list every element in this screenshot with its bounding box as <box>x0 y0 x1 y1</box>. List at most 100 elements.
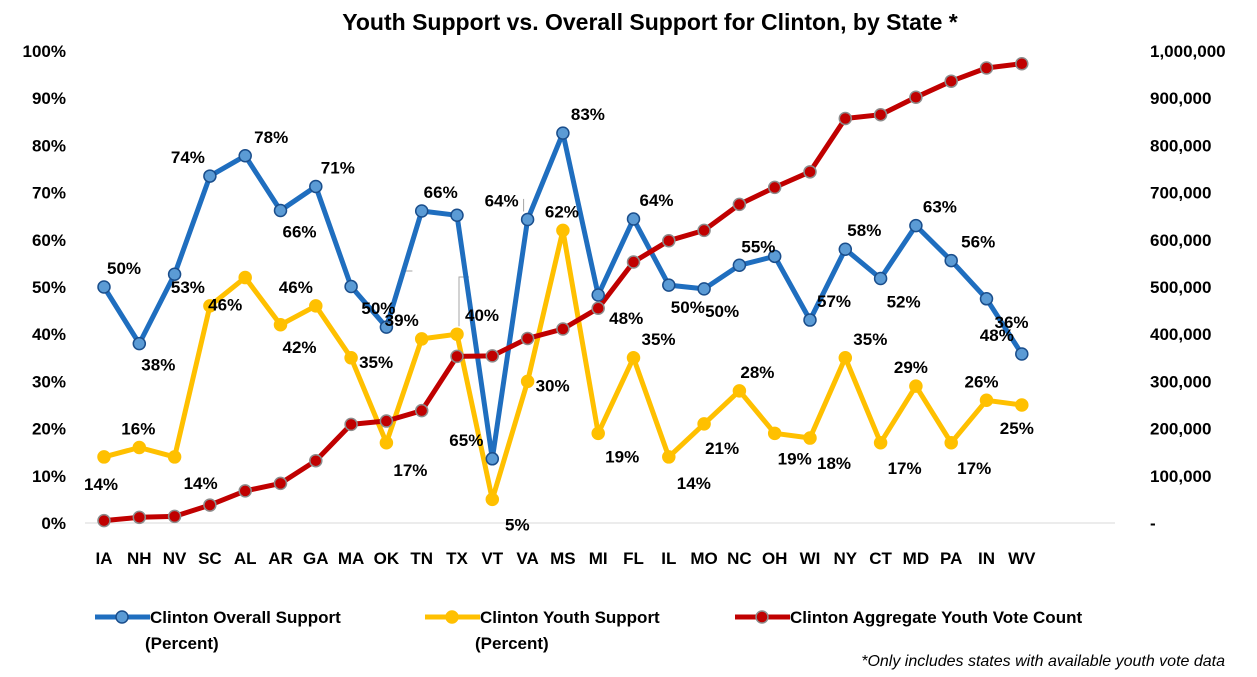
right-tick-label: 200,000 <box>1150 420 1211 439</box>
left-tick-label: 60% <box>32 231 66 250</box>
data-label-series-0: 64% <box>485 192 519 211</box>
series-2-point <box>97 513 111 528</box>
x-tick-label: SC <box>198 549 222 568</box>
series-0-point <box>944 253 958 268</box>
right-tick-label: 300,000 <box>1150 372 1211 391</box>
series-2-point <box>591 301 605 315</box>
x-tick-label: MD <box>903 549 929 568</box>
series-1-point <box>944 436 958 450</box>
data-label-series-0: 58% <box>847 221 881 240</box>
left-tick-label: 40% <box>32 325 66 344</box>
series-1-point <box>909 379 923 393</box>
x-tick-label: MA <box>338 549 364 568</box>
data-label-series-0: 48% <box>980 326 1014 345</box>
right-tick-label: 900,000 <box>1150 89 1211 108</box>
data-label-series-0: 50% <box>671 298 705 317</box>
data-label-series-1: 25% <box>1000 419 1034 438</box>
series-1-point <box>132 440 147 455</box>
series-2-point <box>309 453 323 468</box>
series-0-point <box>697 282 711 296</box>
right-axis-ticks: - 100,000 200,000 300,000 400,000 500,000 600,… <box>1150 42 1226 533</box>
series-2-point <box>203 498 217 512</box>
data-label-series-1: 17% <box>888 459 922 478</box>
right-tick-label: 100,000 <box>1150 467 1211 486</box>
data-label-series-0: 63% <box>923 198 957 217</box>
x-tick-label: TN <box>410 549 433 568</box>
data-label-series-1: 30% <box>536 376 570 395</box>
series-1-point <box>626 351 641 365</box>
series-0-point <box>838 242 853 256</box>
right-tick-label: 600,000 <box>1150 231 1211 250</box>
series-2-point <box>485 349 500 363</box>
series-2-point <box>838 111 853 126</box>
series-0-point <box>379 320 394 334</box>
data-label-series-0: 56% <box>961 233 995 252</box>
x-tick-label: OK <box>374 549 400 568</box>
data-label-series-1: 35% <box>641 330 675 349</box>
left-tick-label: 0% <box>41 514 66 533</box>
data-label-series-1: 5% <box>505 515 530 534</box>
series-1-point <box>167 450 182 464</box>
left-tick-label: 90% <box>32 89 66 108</box>
x-tick-label: FL <box>623 549 644 568</box>
series-0-point <box>662 278 676 292</box>
series-0-point <box>238 149 252 163</box>
x-tick-label: NH <box>127 549 152 568</box>
data-label-series-0: 74% <box>171 148 205 167</box>
right-tick-label: 1,000,000 <box>1150 42 1226 61</box>
series-1-point <box>203 299 217 313</box>
series-0-point <box>520 212 535 227</box>
series-0-point <box>767 249 782 264</box>
series-0-point <box>556 126 570 140</box>
series-1-point <box>1015 398 1029 412</box>
data-label-series-0: 83% <box>571 105 605 124</box>
series-0-point <box>909 218 923 233</box>
data-label-series-1: 17% <box>957 459 991 478</box>
x-tick-label: MO <box>690 549 717 568</box>
data-label-series-0: 50% <box>361 299 395 318</box>
series-2-point <box>1015 56 1029 71</box>
series-2-point <box>767 180 782 195</box>
series-2-point <box>344 417 358 432</box>
series-2-point <box>979 61 994 75</box>
data-label-series-0: 57% <box>817 292 851 311</box>
legend-swatch-marker <box>445 610 459 624</box>
data-label-series-1: 29% <box>894 358 928 377</box>
series-2-point <box>238 484 252 498</box>
legend-label: Clinton Overall Support <box>150 608 341 627</box>
series-2-point <box>273 476 288 491</box>
left-tick-label: 80% <box>32 136 66 155</box>
left-tick-label: 10% <box>32 467 66 486</box>
series-2-point <box>944 74 958 88</box>
series-0-point <box>132 336 147 351</box>
x-tick-label: AL <box>234 549 257 568</box>
footnote: *Only includes states with available you… <box>861 653 1225 670</box>
left-tick-label: 70% <box>32 184 66 203</box>
data-label-series-1: 14% <box>184 474 218 493</box>
data-label-series-1: 62% <box>545 202 579 221</box>
data-label-series-0: 55% <box>741 237 775 256</box>
data-label-series-1: 46% <box>279 278 313 297</box>
data-label-series-0: 50% <box>107 259 141 278</box>
legend-swatch-marker <box>755 610 769 624</box>
series-2-point <box>662 233 676 248</box>
data-label-series-1: 28% <box>740 363 774 382</box>
x-tick-label: WV <box>1008 549 1036 568</box>
x-tick-label: NC <box>727 549 752 568</box>
data-label-series-0: 65% <box>449 431 483 450</box>
right-tick-label: 500,000 <box>1150 278 1211 297</box>
data-label-series-1: 17% <box>393 461 427 480</box>
left-axis-ticks: 0% 10% 20% 30% 40% 50% 60% 70% 80% 90% 100% <box>23 42 66 533</box>
series-0-point <box>97 280 111 294</box>
series-1-point <box>556 223 570 238</box>
data-label-series-1: 42% <box>282 338 316 357</box>
data-label-series-0: 36% <box>994 313 1028 332</box>
data-label-series-1: 14% <box>677 474 711 493</box>
series-0-point <box>732 258 747 273</box>
series-1-point <box>238 270 252 285</box>
series-1-point <box>767 426 782 441</box>
series-1-point <box>732 384 747 398</box>
series-0-point <box>626 212 641 226</box>
data-label-series-0: 66% <box>424 183 458 202</box>
